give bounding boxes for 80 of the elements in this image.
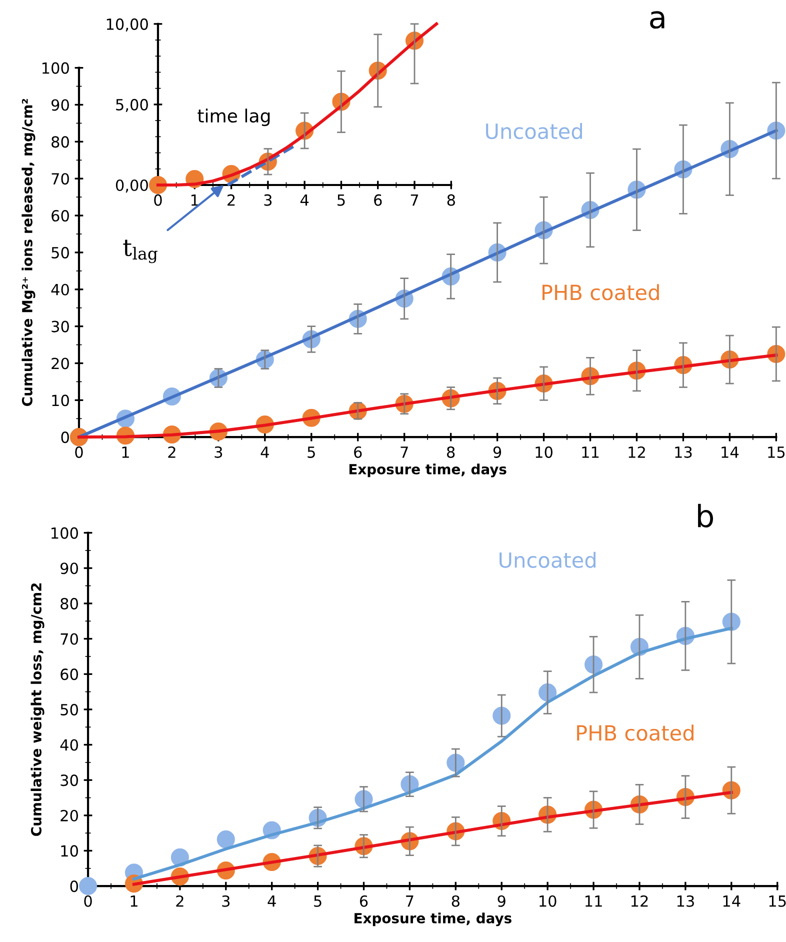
y-tick-label: 0,00 [116, 179, 148, 193]
y-tick-label: 0 [70, 880, 78, 892]
x-tick-label: 13 [675, 446, 692, 458]
x-tick-label: 13 [677, 895, 694, 907]
point [79, 877, 98, 896]
y-tick-label: 30 [60, 774, 78, 786]
y-tick-label: 5,00 [116, 98, 148, 112]
x-tick-label: 2 [176, 895, 184, 907]
x-axis-title: Exposure time, days [354, 912, 512, 926]
x-tick-label: 6 [374, 194, 382, 206]
text: PHB coated [577, 724, 694, 741]
y-tick-label: 80 [52, 136, 69, 148]
y-tick-label: 90 [60, 562, 78, 574]
y-tick-label: 60 [60, 668, 78, 680]
x-tick-label: 4 [300, 194, 309, 206]
y-tick-label: 60 [52, 210, 69, 222]
y-axis-title: Cumulative Mg²⁺ ions released, mg/cm² [22, 99, 36, 406]
y-tick-label: 10 [61, 845, 78, 857]
point [216, 830, 235, 848]
x-tick-label: 7 [410, 194, 418, 206]
x-tick-label: 10 [540, 895, 556, 907]
x-tick-label: 1 [130, 896, 138, 907]
y-tick-label: 100 [52, 527, 78, 539]
x-tick-label: 4 [268, 896, 276, 907]
x-tick-label: 14 [723, 896, 740, 907]
text: b [698, 504, 714, 528]
x-tick-label: 3 [214, 446, 222, 458]
y-tick-label: 0 [61, 432, 69, 444]
x-tick-label: 9 [498, 895, 506, 907]
y-tick-label: 90 [51, 99, 69, 111]
x-tick-label: 12 [631, 895, 648, 907]
point [584, 656, 603, 674]
x-tick-label: 10 [536, 446, 552, 458]
y-tick-label: 40 [51, 284, 69, 296]
y-tick-label: 70 [60, 633, 78, 645]
y-tick-label: 50 [52, 246, 69, 258]
y-tick-label: 100 [42, 62, 69, 74]
y-tick-label: 10 [52, 394, 69, 406]
x-tick-label: 3 [222, 895, 230, 907]
x-tick-label: 0 [84, 895, 92, 907]
y-tick-label: 50 [60, 704, 78, 716]
x-tick-label: 14 [722, 446, 739, 458]
x-tick-label: 15 [768, 446, 785, 458]
y-tick-label: 20 [60, 810, 78, 822]
x-axis-title: Exposure time, days [349, 464, 506, 478]
x-tick-label: 4 [260, 446, 269, 458]
text: a [650, 11, 664, 29]
x-tick-label: 12 [628, 446, 645, 458]
text: Uncoated [486, 122, 582, 140]
y-tick-label: 80 [60, 598, 78, 610]
x-tick-label: 5 [338, 194, 345, 206]
x-tick-label: 8 [447, 194, 455, 206]
x-tick-label: 7 [406, 896, 414, 907]
x-tick-label: 0 [154, 194, 162, 206]
y-tick-label: 70 [52, 173, 69, 185]
x-tick-label: 6 [354, 446, 362, 458]
annotation: t$_{lag}$ [123, 240, 158, 264]
x-tick-label: 11 [582, 446, 599, 458]
x-tick-label: 1 [191, 194, 198, 206]
y-axis-title: Cumulative weight loss, mg/cm2 [30, 583, 44, 836]
x-tick-label: 8 [447, 446, 455, 458]
x-tick-label: 15 [769, 896, 786, 907]
x-tick-label: 3 [264, 194, 272, 206]
x-tick-label: 9 [493, 446, 502, 458]
text: PHB coated [542, 284, 659, 300]
x-tick-label: 5 [308, 446, 315, 458]
x-tick-label: 2 [168, 446, 176, 458]
x-tick-label: 11 [585, 896, 602, 907]
y-tick-label: 40 [60, 739, 78, 751]
x-tick-label: 2 [228, 194, 235, 206]
x-tick-label: 8 [452, 895, 460, 907]
y-tick-label: 20 [52, 358, 69, 370]
x-tick-label: 5 [314, 896, 322, 907]
x-tick-label: 1 [122, 446, 129, 458]
y-tick-label: 10,00 [106, 18, 148, 32]
annotation: time lag [198, 108, 270, 126]
x-tick-label: 6 [360, 895, 368, 907]
text: Uncoated [500, 552, 596, 568]
x-tick-label: 7 [400, 446, 408, 458]
y-tick-label: 30 [52, 320, 69, 332]
